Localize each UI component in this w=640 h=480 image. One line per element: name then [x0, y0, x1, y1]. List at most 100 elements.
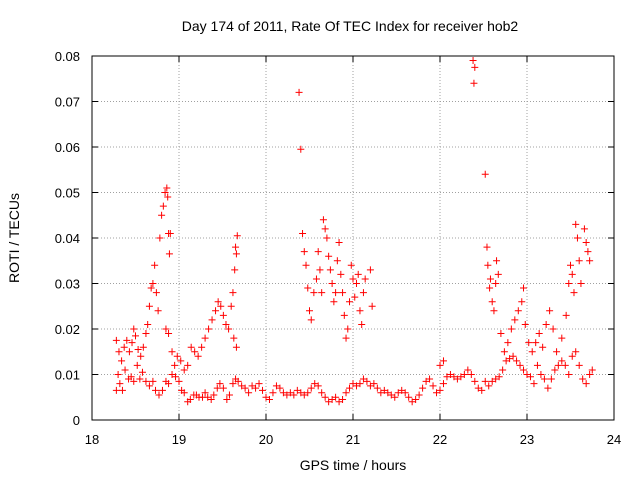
data-point	[173, 352, 181, 360]
data-point	[306, 307, 313, 315]
data-point	[356, 380, 364, 388]
data-point	[492, 280, 500, 287]
data-point	[584, 248, 592, 256]
data-point	[349, 275, 357, 283]
data-point	[191, 348, 199, 356]
data-point	[586, 257, 594, 265]
data-point	[175, 377, 183, 385]
data-point	[316, 266, 324, 274]
x-tick-label: 21	[346, 432, 360, 447]
data-point	[142, 330, 150, 338]
data-point	[158, 386, 166, 394]
data-point	[478, 386, 486, 394]
x-tick-label: 18	[85, 432, 99, 447]
data-point	[340, 311, 348, 319]
data-point	[339, 396, 347, 404]
data-point	[509, 352, 517, 360]
data-point	[539, 343, 547, 351]
data-point	[567, 261, 574, 269]
data-point	[223, 396, 231, 404]
data-point	[412, 396, 420, 404]
data-point	[470, 79, 478, 87]
data-point	[213, 384, 221, 392]
data-point	[532, 339, 540, 347]
data-point	[172, 373, 180, 381]
data-point	[184, 361, 192, 369]
data-point	[326, 266, 334, 274]
data-point	[366, 266, 374, 274]
data-point	[346, 298, 354, 306]
data-point	[436, 361, 444, 369]
data-point	[553, 348, 561, 356]
data-point	[481, 170, 489, 178]
data-point	[565, 371, 573, 378]
data-point	[229, 380, 237, 388]
data-point	[504, 339, 512, 347]
data-point	[359, 289, 367, 297]
data-point	[116, 380, 124, 388]
data-point	[514, 307, 522, 315]
data-point	[269, 389, 277, 397]
data-point	[328, 280, 336, 287]
chart-title: Day 174 of 2011, Rate Of TEC Index for r…	[182, 18, 519, 34]
data-point	[561, 361, 569, 369]
data-point	[562, 311, 570, 319]
data-point	[419, 384, 427, 392]
data-point	[484, 261, 492, 269]
data-point	[520, 284, 528, 292]
data-points	[112, 57, 596, 406]
data-point	[530, 380, 538, 388]
data-point	[130, 325, 138, 333]
data-point	[118, 386, 126, 394]
data-point	[145, 382, 153, 390]
data-point	[460, 371, 468, 378]
data-point	[149, 280, 157, 287]
data-point	[229, 289, 237, 297]
data-point	[128, 339, 136, 347]
data-point	[231, 266, 239, 274]
data-point	[133, 361, 141, 369]
data-point	[132, 332, 139, 340]
data-point	[471, 63, 479, 71]
data-point	[494, 270, 502, 278]
data-point	[165, 380, 173, 388]
data-point	[429, 382, 437, 390]
data-point	[405, 393, 413, 401]
data-point	[180, 389, 188, 397]
data-point	[554, 361, 562, 369]
data-point	[234, 377, 242, 385]
y-tick-label: 0.06	[55, 140, 80, 155]
data-point	[208, 316, 216, 324]
data-point	[201, 334, 209, 342]
data-point	[351, 293, 359, 301]
data-point	[490, 307, 498, 315]
data-point	[373, 384, 381, 392]
data-point	[304, 389, 312, 397]
data-point	[304, 284, 312, 292]
data-point	[222, 320, 230, 328]
data-point	[346, 384, 354, 392]
data-point	[321, 225, 329, 233]
data-point	[312, 275, 320, 283]
data-point	[500, 348, 508, 356]
data-point	[214, 298, 222, 306]
data-point	[579, 375, 587, 383]
data-point	[516, 361, 524, 369]
data-point	[156, 234, 164, 242]
data-point	[586, 371, 594, 378]
data-point	[162, 325, 170, 333]
data-point	[233, 232, 241, 240]
data-point	[342, 389, 350, 397]
data-point	[180, 366, 188, 374]
x-tick-label: 24	[607, 432, 621, 447]
data-point	[139, 343, 147, 351]
data-point	[363, 377, 371, 385]
data-point	[342, 334, 350, 342]
data-point	[138, 368, 146, 376]
data-point	[549, 325, 557, 333]
data-point	[544, 384, 552, 392]
y-tick-labels: 0 0.01 0.02 0.03 0.04 0.05 0.06 0.07 0.08	[55, 49, 80, 428]
data-point	[518, 298, 526, 306]
data-point	[295, 88, 303, 96]
